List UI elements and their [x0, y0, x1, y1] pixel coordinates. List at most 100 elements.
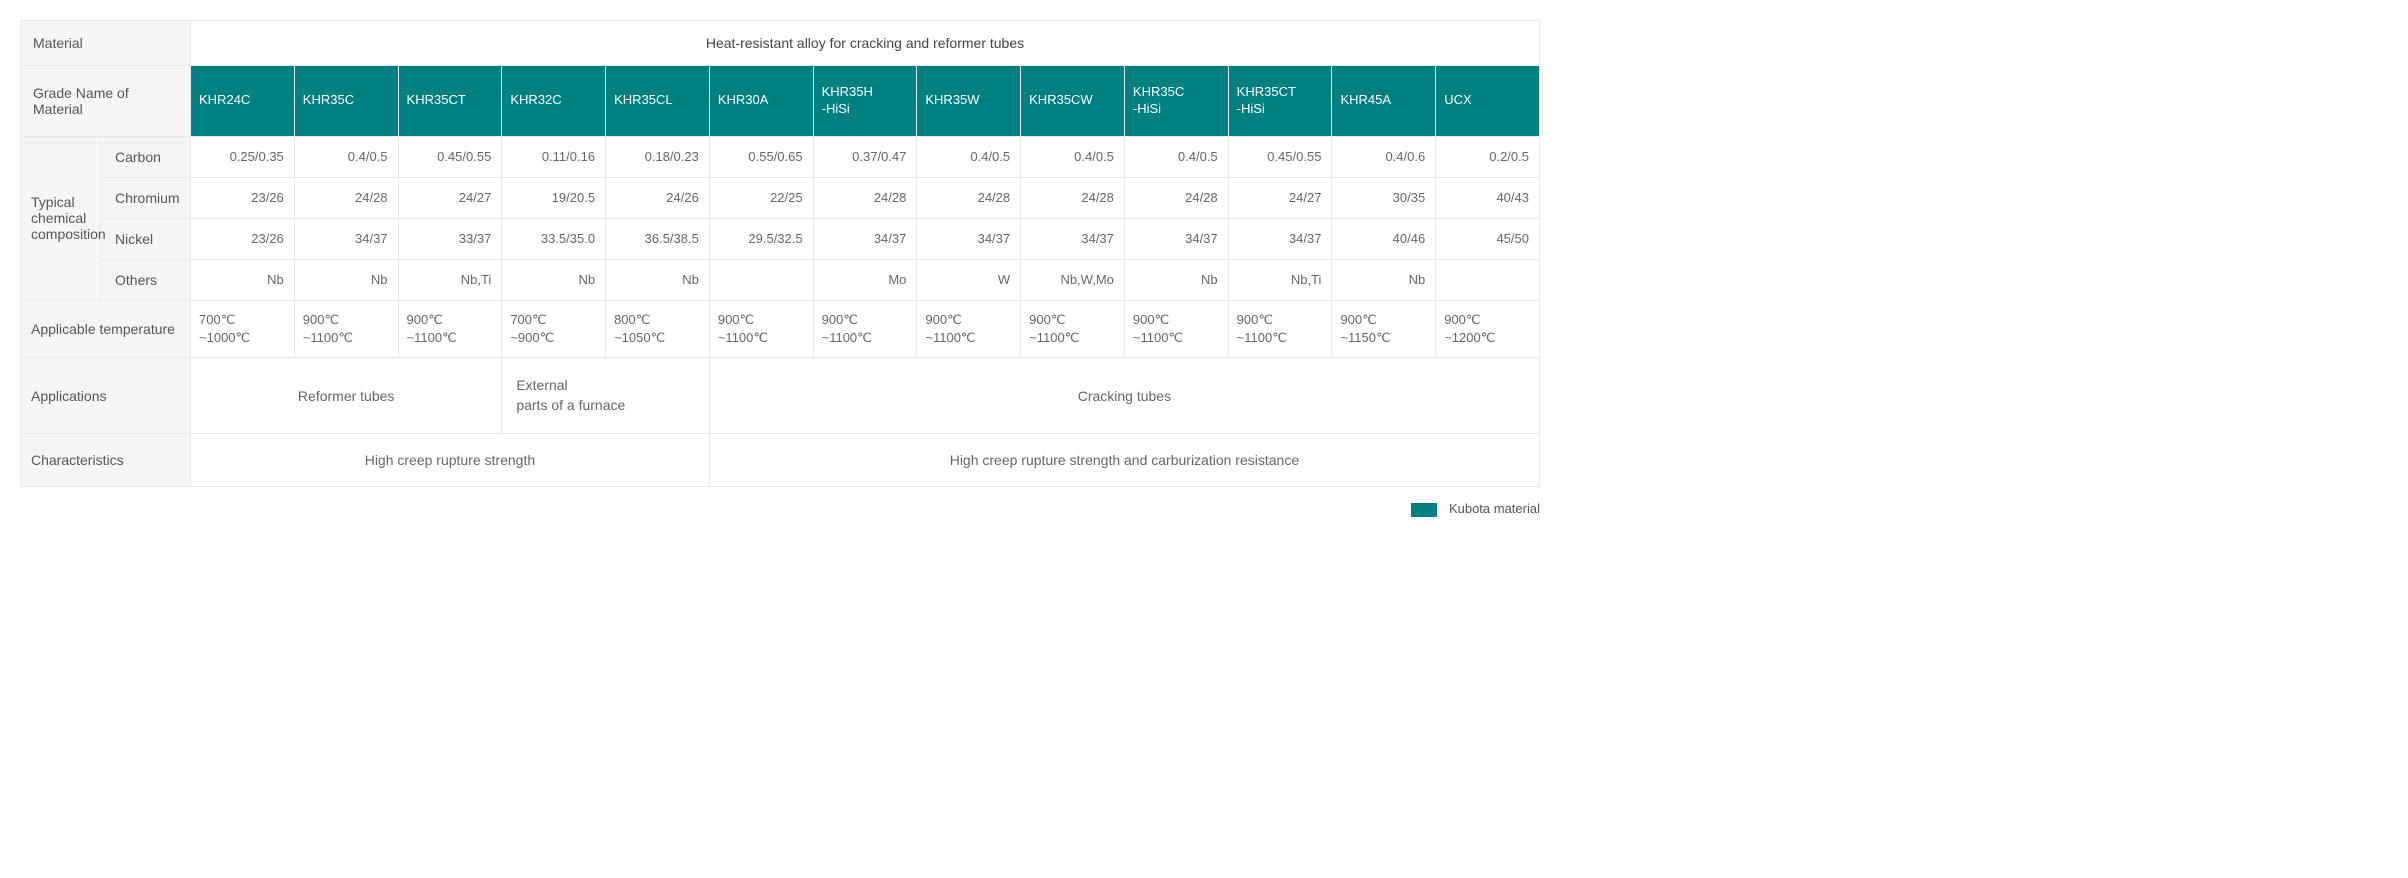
temp-8: 900℃~1100℃ [1021, 300, 1125, 357]
merged-span-cell: High creep rupture strength [191, 434, 710, 487]
composition-value: Nb [1332, 259, 1436, 300]
composition-sub-label: Nickel [101, 218, 191, 259]
merged-span-cell: High creep rupture strength and carburiz… [709, 434, 1539, 487]
row-material: Material Heat-resistant alloy for cracki… [21, 21, 1540, 66]
applications-label: Applications [21, 358, 191, 434]
composition-value: 33/37 [398, 218, 502, 259]
composition-value: 34/37 [1228, 218, 1332, 259]
composition-sub-label: Others [101, 259, 191, 300]
composition-value [1436, 259, 1540, 300]
composition-value: 29.5/32.5 [709, 218, 813, 259]
composition-body: Typical chemical compositionCarbon0.25/0… [21, 136, 1540, 300]
temp-5: 900℃~1100℃ [709, 300, 813, 357]
composition-value: 34/37 [294, 218, 398, 259]
composition-value: 24/27 [1228, 177, 1332, 218]
temp-3: 700℃~900℃ [502, 300, 606, 357]
legend-swatch [1411, 503, 1437, 517]
temp-0: 700℃~1000℃ [191, 300, 295, 357]
composition-value: 0.25/0.35 [191, 136, 295, 177]
merged-span-cell: Cracking tubes [709, 358, 1539, 434]
grade-col-6: KHR35H-HiSi [813, 66, 917, 137]
row-characteristics: Characteristics High creep rupture stren… [21, 434, 1540, 487]
temp-10: 900℃~1100℃ [1228, 300, 1332, 357]
material-span: Heat-resistant alloy for cracking and re… [191, 21, 1540, 66]
composition-value: 0.4/0.5 [1021, 136, 1125, 177]
composition-value: 22/25 [709, 177, 813, 218]
grade-col-9: KHR35C-HiSi [1124, 66, 1228, 137]
material-label: Material [21, 21, 191, 66]
composition-value: 34/37 [813, 218, 917, 259]
composition-value: 0.37/0.47 [813, 136, 917, 177]
composition-row: Chromium23/2624/2824/2719/20.524/2622/25… [21, 177, 1540, 218]
grade-col-11: KHR45A [1332, 66, 1436, 137]
composition-value: Nb,W,Mo [1021, 259, 1125, 300]
composition-group-label: Typical chemical composition [21, 136, 101, 300]
composition-value: 34/37 [917, 218, 1021, 259]
grade-col-5: KHR30A [709, 66, 813, 137]
composition-value: 45/50 [1436, 218, 1540, 259]
composition-value: 33.5/35.0 [502, 218, 606, 259]
composition-value: Nb [1124, 259, 1228, 300]
composition-value: 30/35 [1332, 177, 1436, 218]
composition-value: Nb [191, 259, 295, 300]
composition-value: 36.5/38.5 [606, 218, 710, 259]
composition-sub-label: Chromium [101, 177, 191, 218]
composition-value: 34/37 [1124, 218, 1228, 259]
composition-value: 0.4/0.5 [294, 136, 398, 177]
row-applications: Applications Reformer tubesExternalparts… [21, 358, 1540, 434]
composition-value: 24/28 [294, 177, 398, 218]
merged-span-cell: Externalparts of a furnace [502, 358, 710, 434]
grade-label: Grade Name of Material [21, 66, 191, 137]
temp-12: 900℃~1200℃ [1436, 300, 1540, 357]
composition-value: 0.2/0.5 [1436, 136, 1540, 177]
composition-value: 23/26 [191, 218, 295, 259]
grade-col-2: KHR35CT [398, 66, 502, 137]
composition-value: 24/28 [917, 177, 1021, 218]
composition-value: Nb [294, 259, 398, 300]
temp-11: 900℃~1150℃ [1332, 300, 1436, 357]
composition-value: 0.4/0.5 [1124, 136, 1228, 177]
composition-value: 0.55/0.65 [709, 136, 813, 177]
composition-value: 40/46 [1332, 218, 1436, 259]
composition-value: 0.45/0.55 [398, 136, 502, 177]
grade-col-0: KHR24C [191, 66, 295, 137]
temp-1: 900℃~1100℃ [294, 300, 398, 357]
composition-row: OthersNbNbNb,TiNbNbMoWNb,W,MoNbNb,TiNb [21, 259, 1540, 300]
grade-col-3: KHR32C [502, 66, 606, 137]
composition-value: Nb [606, 259, 710, 300]
composition-value: Mo [813, 259, 917, 300]
composition-value: 24/26 [606, 177, 710, 218]
composition-value: 24/27 [398, 177, 502, 218]
composition-sub-label: Carbon [101, 136, 191, 177]
grade-col-10: KHR35CT-HiSi [1228, 66, 1332, 137]
temperature-label: Applicable temperature [21, 300, 191, 357]
alloy-table-wrapper: Material Heat-resistant alloy for cracki… [20, 20, 1540, 487]
temp-2: 900℃~1100℃ [398, 300, 502, 357]
temp-9: 900℃~1100℃ [1124, 300, 1228, 357]
characteristics-label: Characteristics [21, 434, 191, 487]
composition-value: 0.18/0.23 [606, 136, 710, 177]
composition-value: 23/26 [191, 177, 295, 218]
composition-value: 0.4/0.6 [1332, 136, 1436, 177]
legend-label: Kubota material [1449, 501, 1540, 516]
grade-col-4: KHR35CL [606, 66, 710, 137]
merged-span-cell: Reformer tubes [191, 358, 502, 434]
composition-value: W [917, 259, 1021, 300]
grade-col-8: KHR35CW [1021, 66, 1125, 137]
composition-value: 24/28 [1124, 177, 1228, 218]
composition-row: Nickel23/2634/3733/3733.5/35.036.5/38.52… [21, 218, 1540, 259]
composition-value: 0.11/0.16 [502, 136, 606, 177]
grade-col-12: UCX [1436, 66, 1540, 137]
alloy-table: Material Heat-resistant alloy for cracki… [20, 20, 1540, 487]
composition-value: 40/43 [1436, 177, 1540, 218]
composition-value: 0.4/0.5 [917, 136, 1021, 177]
row-grade: Grade Name of Material KHR24C KHR35C KHR… [21, 66, 1540, 137]
composition-value: 24/28 [1021, 177, 1125, 218]
composition-value: Nb,Ti [398, 259, 502, 300]
row-temperature: Applicable temperature 700℃~1000℃ 900℃~1… [21, 300, 1540, 357]
composition-value: 24/28 [813, 177, 917, 218]
composition-value [709, 259, 813, 300]
temp-6: 900℃~1100℃ [813, 300, 917, 357]
temp-7: 900℃~1100℃ [917, 300, 1021, 357]
composition-value: Nb,Ti [1228, 259, 1332, 300]
